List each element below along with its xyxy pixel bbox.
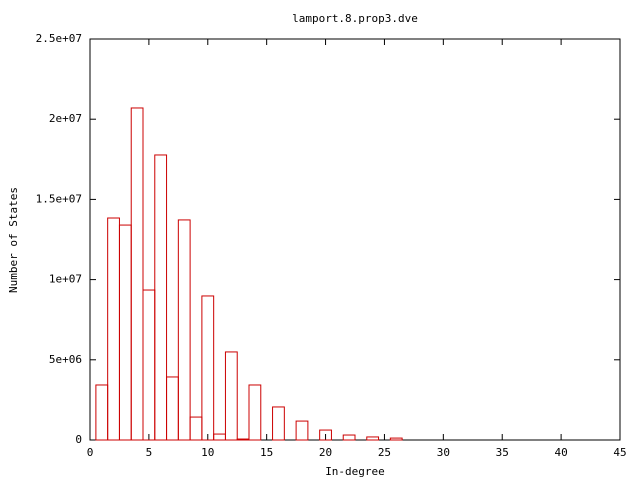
y-tick-label: 2e+07	[49, 112, 82, 125]
bar	[177, 219, 191, 441]
chart-title: lamport.8.prop3.dve	[292, 12, 418, 25]
y-axis-label: Number of States	[7, 187, 20, 293]
x-tick-label: 10	[201, 446, 214, 459]
x-tick-label: 0	[87, 446, 94, 459]
bar	[389, 437, 403, 441]
x-tick-label: 20	[319, 446, 332, 459]
bar	[236, 438, 250, 441]
bar	[189, 416, 203, 441]
x-tick-label: 35	[496, 446, 509, 459]
y-tick-label: 1.5e+07	[36, 192, 82, 205]
bar	[224, 351, 238, 441]
y-tick-label: 5e+06	[49, 353, 82, 366]
bar	[342, 434, 356, 441]
bar	[118, 224, 132, 441]
x-tick-label: 45	[613, 446, 626, 459]
bar	[319, 429, 332, 441]
x-tick-label: 15	[260, 446, 273, 459]
x-tick-label: 25	[378, 446, 391, 459]
y-tick-label: 1e+07	[49, 273, 82, 286]
bar	[201, 295, 215, 441]
x-tick-label: 40	[554, 446, 567, 459]
bar	[154, 154, 168, 441]
bar	[248, 384, 262, 441]
bar	[95, 384, 109, 441]
x-axis-label: In-degree	[325, 465, 385, 478]
bar	[107, 217, 120, 441]
bar	[366, 436, 380, 441]
bar	[130, 107, 144, 441]
bar	[142, 289, 156, 441]
plot-frame	[89, 38, 621, 441]
x-tick-label: 30	[437, 446, 450, 459]
bar	[166, 376, 179, 441]
y-tick-label: 2.5e+07	[36, 32, 82, 45]
bar	[295, 420, 309, 441]
x-tick-label: 5	[146, 446, 153, 459]
bar	[213, 433, 226, 441]
bar	[272, 406, 285, 441]
y-tick-label: 0	[75, 433, 82, 446]
